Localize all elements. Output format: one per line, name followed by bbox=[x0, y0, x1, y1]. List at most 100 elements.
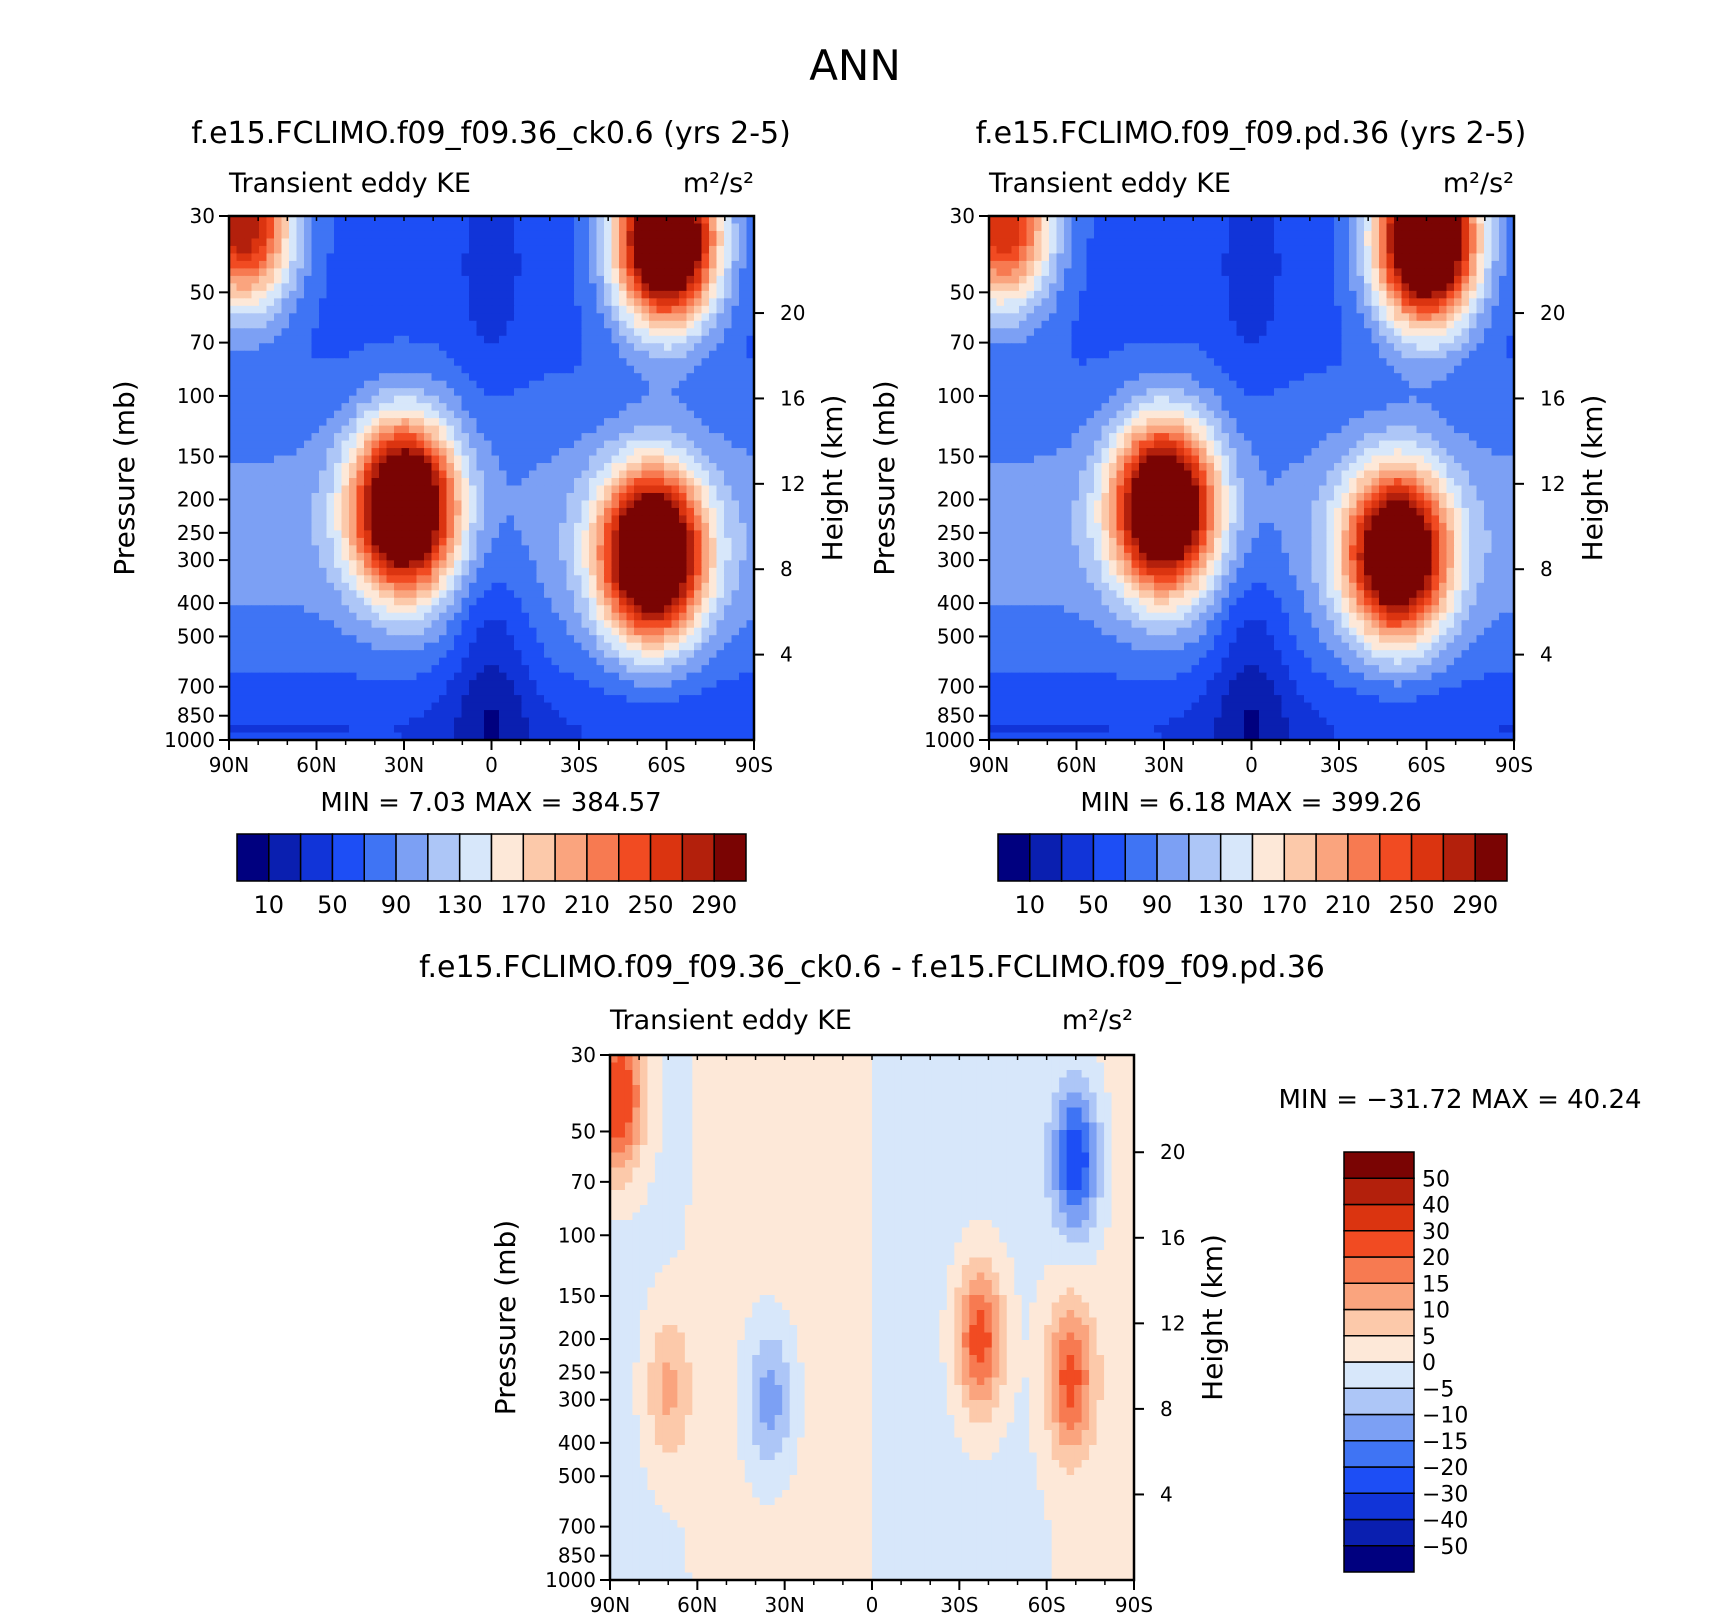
x-tick-label: 0 bbox=[485, 753, 498, 777]
colorbar-swatch bbox=[1283, 833, 1317, 882]
panel-control: f.e15.FCLIMO.f09_f09.36_ck0.6 (yrs 2-5) … bbox=[108, 116, 849, 919]
y-tick-label: 1000 bbox=[164, 728, 215, 752]
x-tick-label: 60N bbox=[677, 1593, 717, 1617]
y-tick-label: 30 bbox=[950, 204, 975, 228]
colorbar-tick-label: 90 bbox=[1142, 891, 1173, 919]
x-tick-label: 90N bbox=[209, 753, 249, 777]
colorbar-tick-label: 10 bbox=[254, 891, 285, 919]
y-tick-label: 70 bbox=[950, 331, 975, 355]
height-tick-label: 8 bbox=[1160, 1397, 1173, 1421]
colorbar-tick-label: 250 bbox=[628, 891, 674, 919]
colorbar-swatch bbox=[1343, 1518, 1415, 1547]
colorbar-swatch bbox=[268, 833, 302, 882]
panel-title: f.e15.FCLIMO.f09_f09.pd.36 (yrs 2-5) bbox=[976, 116, 1527, 151]
colorbar-swatch bbox=[1347, 833, 1381, 882]
colorbar-swatch bbox=[1343, 1335, 1415, 1363]
colorbar-tick-label: 210 bbox=[564, 891, 610, 919]
colorbar-tick-label: 130 bbox=[1198, 891, 1244, 919]
colorbar-swatch bbox=[1343, 1361, 1415, 1389]
colorbar-tick-label: 50 bbox=[317, 891, 348, 919]
x-tick-label: 90S bbox=[1495, 753, 1533, 777]
colorbar-swatch bbox=[1343, 1387, 1415, 1416]
colorbar-swatch bbox=[1188, 833, 1222, 882]
colorbar-tick-label: 50 bbox=[1078, 891, 1109, 919]
colorbar-swatch bbox=[681, 833, 715, 882]
height-tick-label: 20 bbox=[780, 301, 805, 325]
colorbar-tick-label: 10 bbox=[1015, 891, 1046, 919]
height-tick-label: 8 bbox=[780, 557, 793, 581]
colorbar-swatch bbox=[1442, 833, 1476, 882]
colorbar-swatch bbox=[1343, 1256, 1415, 1284]
x-tick-label: 30S bbox=[560, 753, 598, 777]
colorbar-swatch bbox=[1092, 833, 1126, 882]
y-tick-label: 1000 bbox=[545, 1568, 596, 1592]
right-axis-label: Height (km) bbox=[1576, 395, 1609, 562]
colorbar-swatch bbox=[490, 833, 525, 882]
height-tick-label: 16 bbox=[1540, 386, 1565, 410]
y-tick-label: 200 bbox=[558, 1327, 596, 1351]
colorbar-tick-label: 15 bbox=[1422, 1272, 1450, 1297]
colorbar: 10 50 90 130 170 210 250 290 bbox=[236, 833, 747, 919]
y-tick-label: 300 bbox=[558, 1388, 596, 1412]
y-tick-label: 100 bbox=[937, 384, 975, 408]
y-axis-label: Pressure (mb) bbox=[868, 380, 901, 575]
y-tick-label: 500 bbox=[558, 1464, 596, 1488]
colorbar-swatch bbox=[1029, 833, 1063, 882]
height-tick-label: 12 bbox=[780, 472, 805, 496]
colorbar-tick-label: −10 bbox=[1422, 1404, 1468, 1429]
y-tick-label: 50 bbox=[190, 280, 215, 304]
colorbar-tick-label: 10 bbox=[1422, 1299, 1450, 1324]
colorbar-tick-label: −50 bbox=[1422, 1535, 1468, 1560]
colorbar-tick-label: 30 bbox=[1422, 1220, 1450, 1245]
colorbar-swatch bbox=[1343, 1466, 1415, 1494]
colorbar-tick-label: 250 bbox=[1389, 891, 1435, 919]
x-tick-label: 60S bbox=[1407, 753, 1445, 777]
y-tick-label: 30 bbox=[190, 204, 215, 228]
min-max-label: MIN = −31.72 MAX = 40.24 bbox=[1278, 1085, 1641, 1115]
y-tick-label: 400 bbox=[558, 1431, 596, 1455]
colorbar-swatch bbox=[1474, 833, 1508, 882]
contour-field bbox=[989, 216, 1515, 741]
y-tick-label: 150 bbox=[558, 1284, 596, 1308]
colorbar-swatch bbox=[1343, 1203, 1415, 1232]
colorbar-tick-label: −15 bbox=[1422, 1430, 1468, 1455]
colorbar-swatch bbox=[1343, 1230, 1415, 1258]
y-tick-label: 300 bbox=[937, 548, 975, 572]
colorbar-tick-label: 290 bbox=[691, 891, 737, 919]
colorbar-swatch bbox=[586, 833, 620, 882]
y-tick-label: 30 bbox=[571, 1043, 596, 1067]
panel-present-day: f.e15.FCLIMO.f09_f09.pd.36 (yrs 2-5) Tra… bbox=[868, 116, 1609, 919]
colorbar-swatch bbox=[1410, 833, 1445, 882]
y-tick-label: 50 bbox=[571, 1119, 596, 1143]
contour-field bbox=[610, 1055, 1135, 1581]
min-max-label: MIN = 6.18 MAX = 399.26 bbox=[1080, 788, 1421, 818]
x-tick-label: 60S bbox=[1028, 1593, 1066, 1617]
x-tick-label: 0 bbox=[1245, 753, 1258, 777]
panel-title: f.e15.FCLIMO.f09_f09.36_ck0.6 - f.e15.FC… bbox=[419, 950, 1325, 985]
y-axis-label: Pressure (mb) bbox=[108, 380, 141, 575]
colorbar-tick-label: 130 bbox=[437, 891, 483, 919]
colorbar-swatch bbox=[1379, 833, 1413, 882]
panel-units: m²/s² bbox=[1443, 168, 1514, 199]
panel-difference: f.e15.FCLIMO.f09_f09.36_ck0.6 - f.e15.FC… bbox=[419, 950, 1641, 1617]
colorbar-tick-label: 20 bbox=[1422, 1246, 1450, 1271]
y-tick-label: 500 bbox=[177, 624, 215, 648]
contour-field bbox=[229, 216, 755, 741]
panel-variable-label: Transient eddy KE bbox=[988, 168, 1231, 199]
y-tick-label: 400 bbox=[937, 591, 975, 615]
colorbar-swatch bbox=[458, 833, 493, 882]
height-tick-label: 4 bbox=[1160, 1482, 1173, 1506]
colorbar-swatch bbox=[649, 833, 684, 882]
panel-variable-label: Transient eddy KE bbox=[609, 1005, 852, 1036]
colorbar-swatch bbox=[522, 833, 556, 882]
y-tick-label: 200 bbox=[177, 487, 215, 511]
height-tick-label: 20 bbox=[1160, 1140, 1185, 1164]
colorbar-swatch bbox=[1343, 1413, 1415, 1442]
y-tick-label: 100 bbox=[177, 384, 215, 408]
x-tick-label: 90N bbox=[969, 753, 1009, 777]
colorbar-tick-label: −20 bbox=[1422, 1456, 1468, 1481]
colorbar-swatch bbox=[1343, 1282, 1415, 1311]
colorbar-swatch bbox=[618, 833, 652, 882]
colorbar-tick-label: 40 bbox=[1422, 1194, 1450, 1219]
